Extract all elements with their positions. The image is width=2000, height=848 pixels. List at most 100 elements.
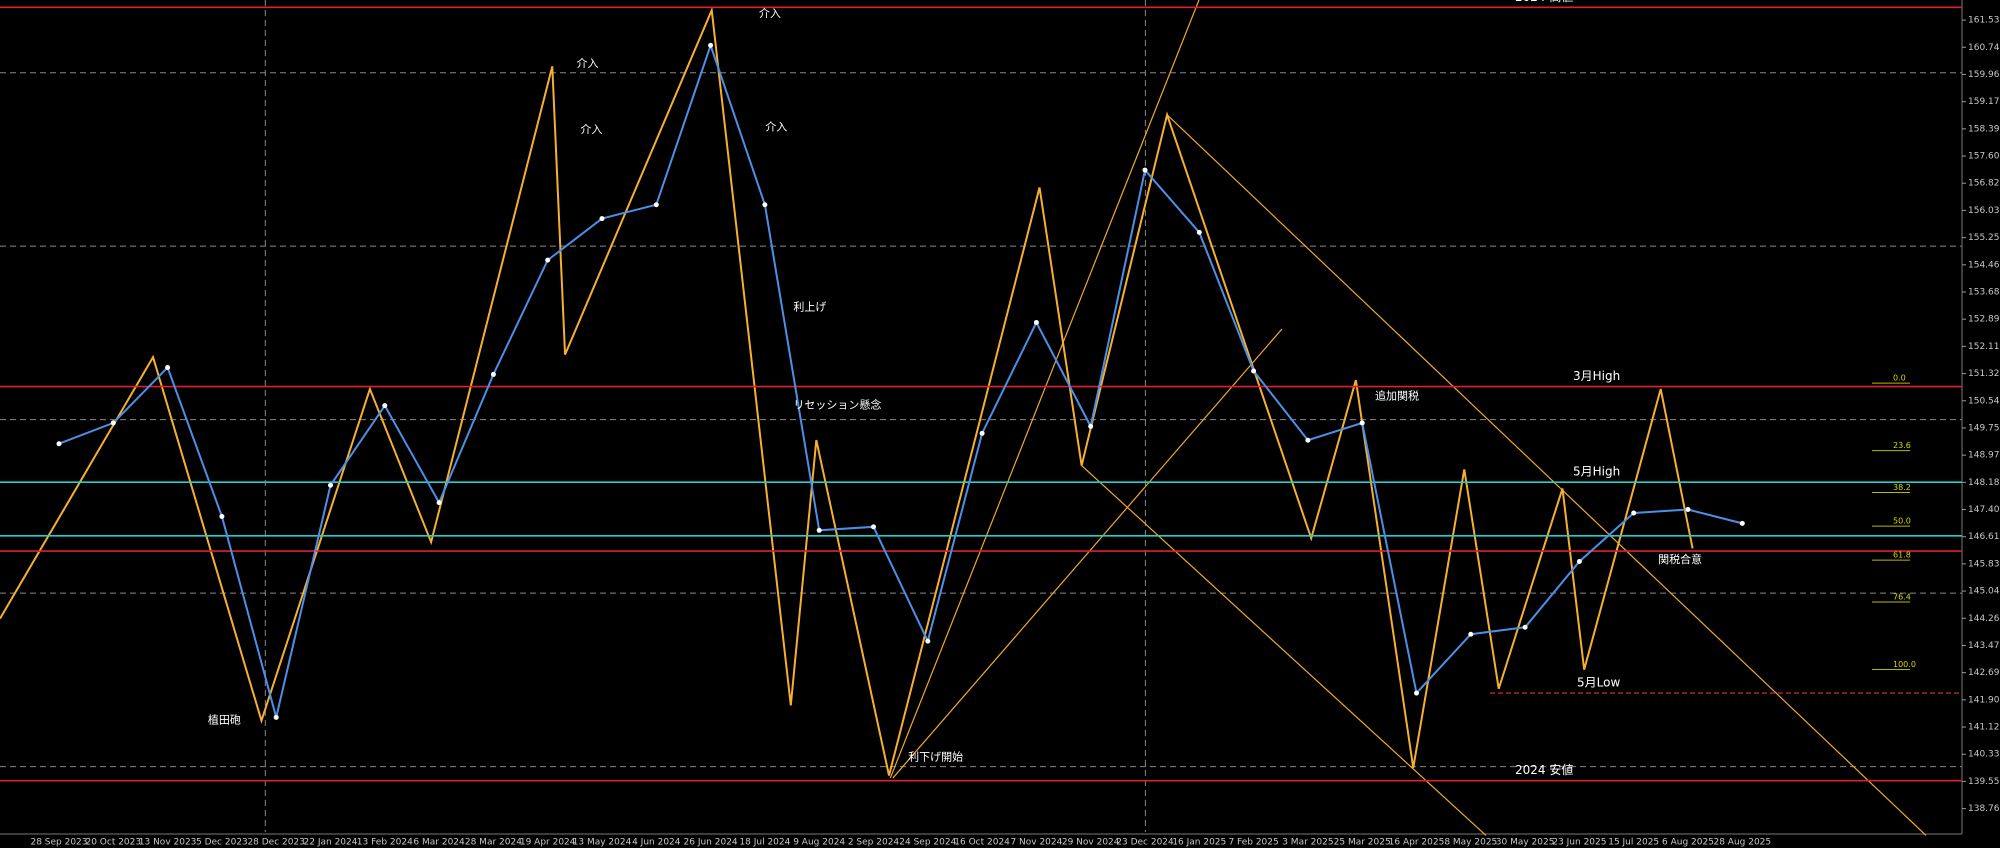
price-point <box>382 403 388 409</box>
annotation: 利上げ <box>793 300 826 313</box>
y-tick-label: 143.475 <box>1968 641 2000 651</box>
fib-label: 50.0 <box>1893 517 1911 526</box>
fib-label: 0.0 <box>1893 374 1906 383</box>
fib-label: 23.6 <box>1893 441 1911 450</box>
annotation: 介入 <box>759 7 781 20</box>
y-tick-label: 152.895 <box>1968 315 2000 325</box>
x-tick-label: 16 Apr 2025 <box>1389 838 1445 848</box>
price-point <box>708 42 714 48</box>
price-point <box>1088 423 1094 429</box>
price-point <box>110 420 116 426</box>
x-tick-label: 28 Dec 2023 <box>247 838 305 848</box>
decorations <box>0 0 1962 836</box>
price-point <box>1576 558 1582 564</box>
x-tick-label: 28 Sep 2023 <box>30 838 87 848</box>
x-tick-label: 13 Nov 2023 <box>139 838 197 848</box>
y-tick-label: 160.745 <box>1968 43 2000 53</box>
price-point <box>653 202 659 208</box>
x-tick-label: 4 Jun 2024 <box>632 838 681 848</box>
fib-label: 100.0 <box>1893 660 1916 669</box>
x-tick-label: 6 Aug 2025 <box>1662 838 1714 848</box>
y-tick-label: 159.175 <box>1968 97 2000 107</box>
x-tick-label: 7 Feb 2025 <box>1228 838 1278 848</box>
trend-line <box>892 328 1283 779</box>
x-tick-label: 15 Jul 2025 <box>1608 838 1659 848</box>
fib-label: 38.2 <box>1893 483 1911 492</box>
y-tick-label: 152.110 <box>1968 342 2000 352</box>
x-tick-label: 7 Nov 2024 <box>1010 838 1062 848</box>
price-point <box>1685 507 1691 513</box>
x-tick-label: 20 Oct 2023 <box>85 838 141 848</box>
x-tick-label: 26 Jun 2024 <box>684 838 738 848</box>
y-tick-label: 141.120 <box>1968 723 2000 733</box>
x-tick-label: 16 Jan 2025 <box>1172 838 1226 848</box>
y-tick-label: 147.400 <box>1968 505 2000 515</box>
x-tick-label: 16 Oct 2024 <box>954 838 1010 848</box>
price-point <box>1359 420 1365 426</box>
y-tick-label: 148.185 <box>1968 478 2000 488</box>
annotation: 追加関税 <box>1375 389 1419 403</box>
y-tick-label: 146.615 <box>1968 532 2000 542</box>
x-tick-label: 22 Jan 2024 <box>304 838 358 848</box>
y-tick-label: 142.690 <box>1968 668 2000 678</box>
level-label: 5月Low <box>1577 676 1620 690</box>
y-tick-label: 156.035 <box>1968 206 2000 216</box>
level-label: 5月High <box>1573 465 1620 479</box>
price-point <box>1033 319 1039 325</box>
price-point <box>1522 624 1528 630</box>
price-point <box>599 216 605 222</box>
y-tick-label: 139.550 <box>1968 777 2000 787</box>
y-tick-label: 148.970 <box>1968 451 2000 461</box>
x-tick-label: 18 Jul 2024 <box>739 838 790 848</box>
y-tick-label: 140.335 <box>1968 750 2000 760</box>
level-label: 2024 安値 <box>1515 762 1573 777</box>
trend-line <box>1081 465 1487 836</box>
price-point <box>1414 690 1419 696</box>
x-tick-label: 23 Dec 2024 <box>1116 838 1174 848</box>
fib-label: 76.4 <box>1893 593 1911 602</box>
y-tick-label: 151.325 <box>1968 369 2000 379</box>
price-point <box>165 365 171 371</box>
level-label: 3月High <box>1573 369 1620 383</box>
annotation: 関税合意 <box>1658 552 1702 566</box>
x-tick-label: 5 Dec 2023 <box>196 838 248 848</box>
price-point <box>219 513 225 519</box>
y-tick-label: 138.765 <box>1968 804 2000 814</box>
y-tick-label: 144.260 <box>1968 614 2000 624</box>
annotation: 利下げ開始 <box>908 750 963 764</box>
price-point <box>762 202 768 208</box>
price-point <box>273 714 279 720</box>
y-tick-label: 149.755 <box>1968 423 2000 433</box>
x-tick-label: 19 Apr 2024 <box>520 838 576 848</box>
y-tick-label: 145.830 <box>1968 559 2000 569</box>
y-tick-label: 141.905 <box>1968 695 2000 705</box>
annotation: 植田砲 <box>208 713 241 727</box>
price-point <box>1142 167 1148 173</box>
y-tick-label: 155.250 <box>1968 233 2000 243</box>
price-point <box>1196 229 1202 235</box>
y-tick-label: 150.540 <box>1968 396 2000 406</box>
price-point <box>816 527 822 533</box>
price-line <box>58 42 1743 718</box>
price-point <box>925 638 931 644</box>
annotation: リセッション懸念 <box>793 398 881 412</box>
level-label: 2024 高値 <box>1515 0 1573 4</box>
x-tick-label: 28 Mar 2024 <box>465 838 522 848</box>
trend-line <box>1166 114 1927 836</box>
x-tick-label: 25 Mar 2025 <box>1334 838 1391 848</box>
x-tick-label: 30 May 2025 <box>1496 838 1555 848</box>
x-tick-label: 2 Sep 2024 <box>848 838 900 848</box>
x-tick-label: 9 Aug 2024 <box>793 838 845 848</box>
price-point <box>328 482 333 488</box>
y-tick-label: 158.390 <box>1968 124 2000 134</box>
price-point <box>545 257 551 263</box>
annotation: 介入 <box>765 121 787 134</box>
price-point <box>1468 631 1474 637</box>
x-tick-label: 6 Mar 2024 <box>413 838 465 848</box>
annotation: 介入 <box>577 57 599 70</box>
price-point <box>56 441 62 447</box>
fib-label: 61.8 <box>1893 551 1911 560</box>
price-point <box>1739 520 1745 526</box>
